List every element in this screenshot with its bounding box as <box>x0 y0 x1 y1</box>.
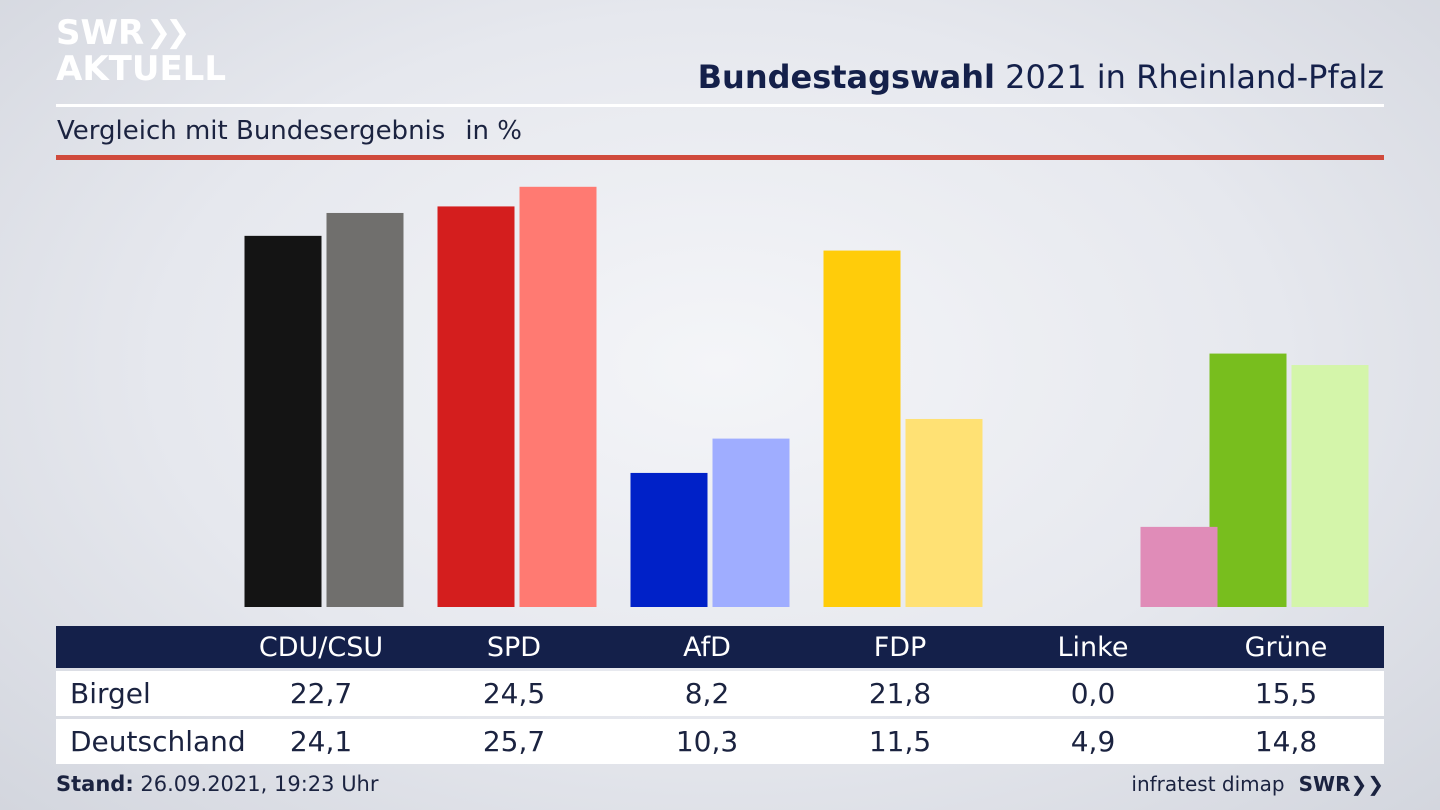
table-cell: 22,7 <box>289 677 353 710</box>
table-cell: 25,7 <box>482 725 546 758</box>
bar-cdu-csu-deutschland <box>326 212 404 607</box>
table-cell: 15,5 <box>1254 677 1318 710</box>
table-cell: 24,1 <box>289 725 353 758</box>
title-bold: Bundestagswahl <box>697 58 995 96</box>
table-cell: 8,2 <box>684 677 730 710</box>
table-cell: 11,5 <box>868 725 932 758</box>
column-header-cdu-csu: CDU/CSU <box>258 631 384 663</box>
table-cell: 10,3 <box>675 725 739 758</box>
subtitle-divider <box>56 155 1384 160</box>
table-row-deutschland: Deutschland 24,1 25,7 10,3 11,5 4,9 14,8 <box>56 719 1384 764</box>
page-title: Bundestagswahl 2021 in Rheinland-Pfalz <box>698 58 1384 96</box>
row-label: Birgel <box>70 677 151 710</box>
bar-spd-deutschland <box>519 186 597 607</box>
bar-linke-deutschland <box>1140 526 1218 607</box>
bar-chart <box>244 186 1369 608</box>
table-header: CDU/CSU SPD AfD FDP Linke Grüne <box>56 626 1384 668</box>
bar-cdu-csu-birgel <box>244 235 322 608</box>
row-label: Deutschland <box>70 725 246 758</box>
chevron-right-icon: ❯❯ <box>146 15 190 50</box>
results-table: CDU/CSU SPD AfD FDP Linke Grüne Birgel 22,7 24,… <box>56 626 1384 764</box>
table-cell: 4,9 <box>1070 725 1116 758</box>
swr-aktuell-logo: SWR ❯❯ AKTUELL <box>56 16 226 86</box>
bar-afd-deutschland <box>712 438 790 607</box>
column-header-linke: Linke <box>1057 631 1129 663</box>
column-header-spd: SPD <box>486 631 542 663</box>
title-divider <box>56 104 1384 107</box>
bar-grüne-deutschland <box>1291 365 1369 607</box>
chart-subtitle: Vergleich mit Bundesergebnis in % <box>57 116 522 146</box>
column-header-afd: AfD <box>683 631 731 663</box>
table-cell: 24,5 <box>482 677 546 710</box>
stand-label: Stand: <box>56 772 134 796</box>
source-text: infratest dimap <box>1131 772 1285 796</box>
subtitle-unit: in % <box>465 116 522 146</box>
column-header-fdp: FDP <box>873 631 927 663</box>
table-cell: 0,0 <box>1070 677 1116 710</box>
table-row-birgel: Birgel 22,7 24,5 8,2 21,8 0,0 15,5 <box>56 671 1384 716</box>
column-header-grüne: Grüne <box>1244 631 1328 663</box>
stand-value: 26.09.2021, 19:23 Uhr <box>140 772 379 796</box>
title-rest: 2021 in Rheinland-Pfalz <box>1005 58 1384 96</box>
logo-line1: SWR <box>56 13 145 53</box>
table-cell: 21,8 <box>868 677 932 710</box>
subtitle-text: Vergleich mit Bundesergebnis <box>57 116 446 146</box>
swr-brand: SWR❯❯ <box>1299 772 1384 796</box>
bar-grüne-birgel <box>1209 353 1287 607</box>
swr-brand-text: SWR <box>1298 772 1351 796</box>
bar-fdp-birgel <box>823 250 901 607</box>
chevron-right-icon: ❯❯ <box>1350 772 1384 796</box>
bar-fdp-deutschland <box>905 418 983 607</box>
bar-spd-birgel <box>437 206 515 608</box>
logo-line2: AKTUELL <box>56 49 227 89</box>
bar-afd-birgel <box>630 472 708 607</box>
source-credit: infratest dimap SWR❯❯ <box>1131 772 1384 796</box>
table-cell: 14,8 <box>1254 725 1318 758</box>
timestamp: Stand: 26.09.2021, 19:23 Uhr <box>56 772 379 796</box>
